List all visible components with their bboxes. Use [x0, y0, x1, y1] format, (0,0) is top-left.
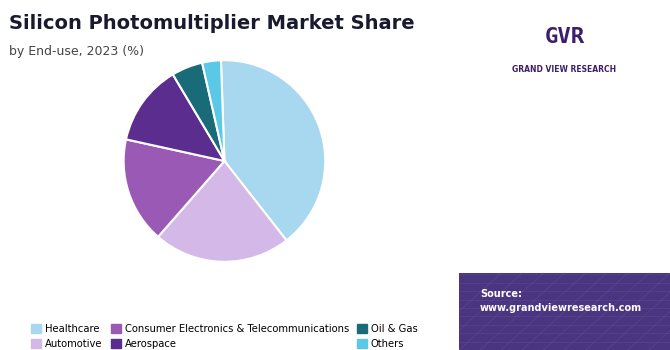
Wedge shape — [126, 75, 224, 161]
FancyBboxPatch shape — [459, 273, 670, 350]
Text: GVR: GVR — [545, 27, 584, 47]
Legend: Healthcare, Automotive, Consumer Electronics & Telecommunications, Aerospace, Oi: Healthcare, Automotive, Consumer Electro… — [27, 320, 421, 350]
Wedge shape — [202, 60, 224, 161]
FancyBboxPatch shape — [474, 10, 655, 80]
Text: Global Market Size,
2023: Global Market Size, 2023 — [504, 184, 625, 215]
Wedge shape — [173, 63, 224, 161]
Wedge shape — [124, 139, 224, 237]
Wedge shape — [221, 60, 325, 240]
Text: GRAND VIEW RESEARCH: GRAND VIEW RESEARCH — [513, 65, 616, 75]
Text: $130.0M: $130.0M — [490, 133, 639, 161]
Wedge shape — [158, 161, 287, 262]
Text: Silicon Photomultiplier Market Share: Silicon Photomultiplier Market Share — [9, 14, 415, 33]
Text: Source:
www.grandviewresearch.com: Source: www.grandviewresearch.com — [480, 289, 642, 313]
Text: by End-use, 2023 (%): by End-use, 2023 (%) — [9, 46, 144, 58]
